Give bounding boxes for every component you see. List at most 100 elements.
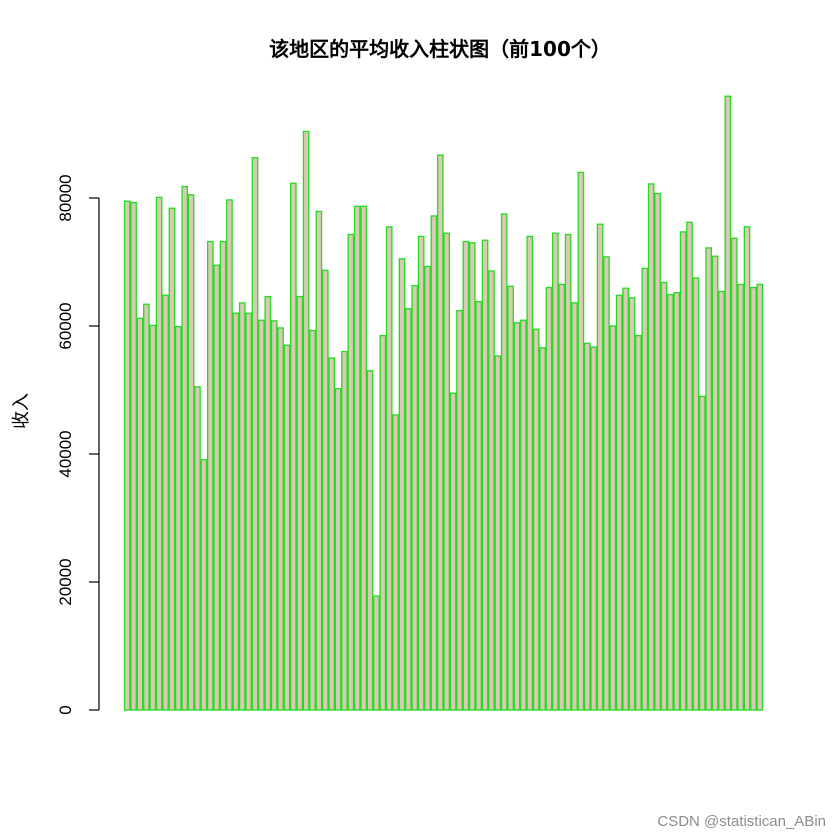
bar — [321, 269, 329, 711]
bar — [507, 285, 514, 711]
bar — [347, 233, 355, 711]
bar — [500, 213, 508, 711]
bar — [488, 270, 495, 711]
bar — [149, 324, 157, 711]
bar — [475, 301, 482, 711]
bar — [737, 283, 744, 711]
bar — [756, 283, 764, 711]
y-tick-label: 40000 — [56, 430, 75, 477]
bar — [443, 232, 451, 711]
bar — [705, 247, 713, 711]
bar — [232, 312, 240, 711]
bar — [750, 286, 757, 711]
y-tick-label: 0 — [56, 705, 75, 714]
bar — [596, 223, 604, 711]
bar — [673, 292, 681, 711]
bar — [449, 392, 457, 711]
y-tick-label: 80000 — [56, 174, 75, 221]
bar — [181, 185, 189, 711]
bar — [136, 317, 144, 711]
bar — [686, 221, 693, 711]
bar — [245, 312, 252, 711]
bar — [417, 235, 425, 711]
bar — [641, 267, 649, 711]
bar — [583, 342, 591, 711]
bar — [194, 386, 201, 711]
bar — [532, 328, 540, 711]
bar — [424, 265, 431, 711]
watermark: CSDN @statistican_ABin — [657, 813, 826, 830]
bar — [692, 277, 700, 711]
y-axis: 0 20000 40000 60000 80000 — [56, 174, 100, 715]
bar — [277, 327, 284, 711]
bar — [353, 205, 361, 711]
bar — [430, 215, 438, 711]
bar — [206, 240, 214, 711]
bar — [481, 239, 489, 711]
bar — [309, 329, 316, 711]
bar — [468, 242, 476, 711]
bar — [551, 232, 559, 711]
bar — [123, 200, 131, 711]
bar — [456, 309, 463, 711]
bar — [724, 95, 732, 711]
bar — [392, 414, 399, 711]
bar — [660, 281, 668, 711]
bar — [360, 205, 367, 711]
bar — [155, 196, 163, 711]
bar — [258, 319, 265, 711]
bar — [609, 325, 617, 711]
bar — [679, 231, 687, 711]
bar — [545, 286, 553, 711]
bar — [366, 370, 374, 711]
bar — [385, 226, 393, 711]
bar — [635, 334, 642, 711]
y-tick-label: 60000 — [56, 302, 75, 349]
bar — [667, 293, 674, 711]
bar — [647, 183, 655, 711]
bar — [615, 294, 623, 711]
bar — [603, 256, 610, 711]
bar — [302, 130, 310, 711]
bar — [494, 355, 502, 711]
bar — [411, 285, 419, 711]
bar — [270, 320, 278, 711]
bar — [513, 322, 521, 711]
bar — [373, 595, 380, 711]
bar — [577, 171, 585, 711]
bar — [436, 154, 444, 711]
bar — [251, 157, 259, 711]
bar — [379, 334, 387, 711]
bar — [711, 255, 719, 711]
bar — [622, 287, 629, 711]
bar — [743, 226, 751, 711]
bar — [283, 344, 291, 711]
bar — [315, 210, 323, 711]
bar — [571, 302, 578, 711]
bar — [334, 388, 342, 711]
bar — [162, 294, 169, 711]
bar — [730, 237, 738, 711]
bar — [174, 325, 182, 711]
bar — [213, 264, 220, 711]
bar — [219, 240, 227, 711]
bar — [264, 295, 272, 711]
bar — [200, 459, 208, 711]
bar — [328, 357, 336, 711]
bar — [698, 395, 706, 711]
bar — [238, 302, 246, 711]
bar — [654, 192, 661, 711]
bar — [226, 199, 233, 711]
chart-title: 该地区的平均收入柱状图（前100个） — [269, 37, 611, 61]
bar — [526, 235, 534, 711]
bar — [462, 240, 470, 711]
bar — [590, 346, 597, 711]
bar — [143, 303, 150, 711]
bar — [168, 207, 176, 711]
bar — [405, 308, 412, 711]
bar — [718, 290, 725, 711]
bar — [296, 295, 304, 711]
bar — [628, 297, 636, 711]
bar — [289, 182, 297, 711]
